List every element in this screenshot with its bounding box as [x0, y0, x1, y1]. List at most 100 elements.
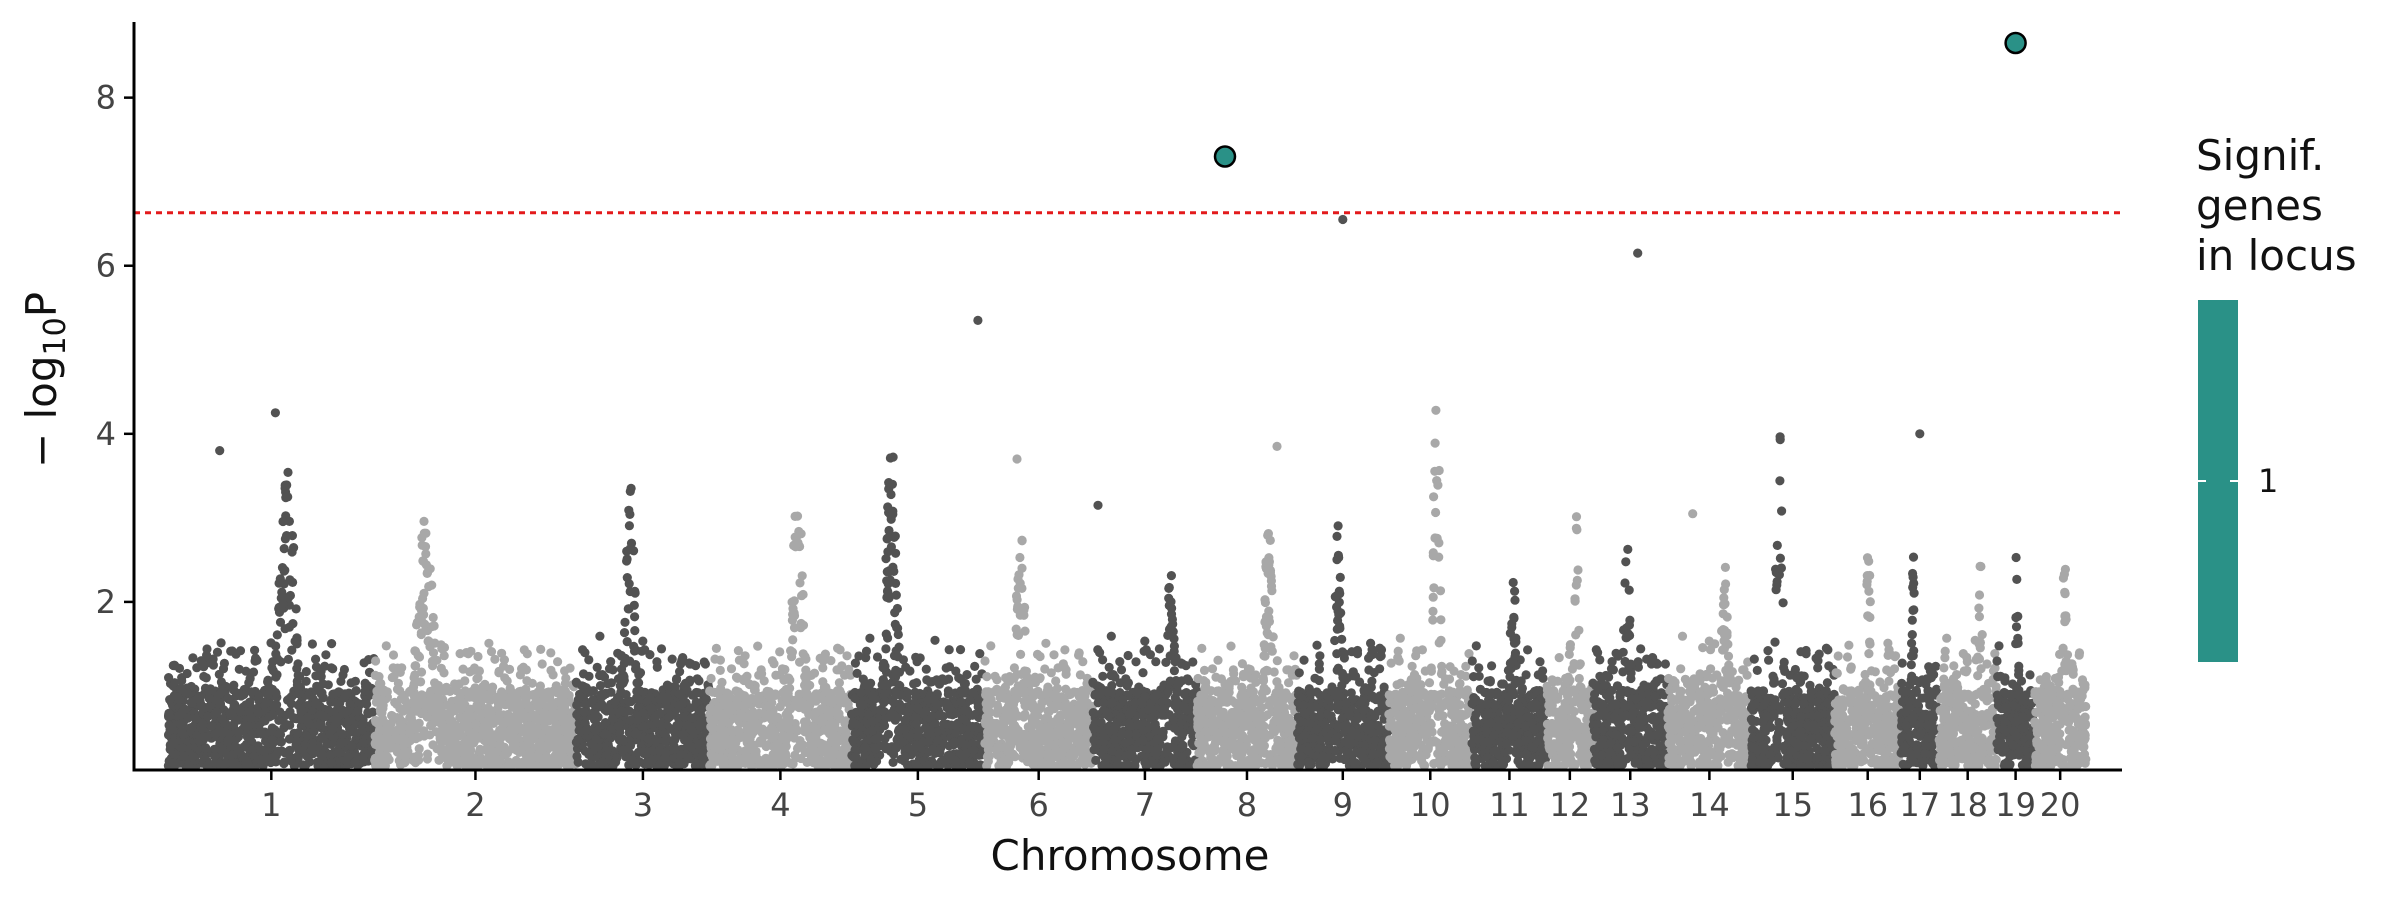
chr4-baseline-point: [823, 750, 833, 760]
chr4-baseline-point: [819, 696, 830, 706]
chr3-baseline-point: [645, 692, 655, 702]
chr2-baseline-point: [426, 720, 436, 731]
chr4-baseline-point: [780, 686, 790, 697]
chr1-baseline-point: [168, 758, 178, 768]
chr3-point: [691, 661, 701, 671]
chr1-point: [317, 732, 327, 742]
chr6-baseline-point: [1013, 725, 1023, 736]
chr1-point: [293, 659, 303, 669]
chr1-baseline-point: [264, 712, 274, 722]
chr1-point: [245, 674, 255, 684]
chr1-point: [320, 661, 330, 671]
chr4-baseline-point: [788, 759, 798, 769]
chr4-baseline-point: [794, 689, 804, 699]
chr4-baseline-point: [708, 705, 718, 716]
chr5-baseline-point: [868, 716, 878, 726]
chr2-baseline-point: [556, 702, 566, 712]
chr1-point: [295, 671, 305, 681]
chr1-baseline-point: [244, 707, 254, 717]
chr1-baseline-point: [334, 748, 344, 758]
chr2-point: [425, 564, 435, 574]
chr2-baseline-point: [452, 722, 462, 732]
chr7-point: [1131, 657, 1141, 667]
chr1-baseline-point: [297, 705, 307, 716]
chr3-baseline-point: [674, 719, 684, 729]
chr2-baseline-point: [452, 742, 462, 752]
chr4-point: [732, 673, 743, 683]
chr5-baseline-point: [911, 759, 921, 769]
chr5-baseline-point: [867, 690, 878, 701]
chr5-baseline-point: [900, 715, 910, 725]
chr4-point: [790, 511, 800, 521]
chr2-baseline-point: [517, 725, 527, 735]
chr5-baseline-point: [851, 719, 861, 730]
chr4-baseline-point: [800, 722, 810, 733]
chr3-baseline-point: [650, 713, 660, 723]
chr2-baseline-point: [407, 717, 417, 727]
chr1-point: [280, 624, 290, 634]
chr2-baseline-point: [487, 713, 497, 723]
chr1-baseline-point: [272, 700, 282, 710]
chr4-point: [790, 532, 800, 542]
chr1-point: [327, 639, 337, 649]
chr5-baseline-point: [879, 698, 889, 708]
chr2-baseline-point: [511, 734, 521, 744]
chr4-baseline-point: [762, 686, 772, 697]
chr5-point: [888, 452, 898, 462]
chr5-point: [891, 590, 901, 600]
chr5-baseline-point: [956, 686, 966, 696]
chr5-point: [892, 623, 902, 633]
chr3-baseline-point: [579, 707, 589, 717]
chr5-baseline-point: [965, 759, 975, 770]
chr1-point: [266, 638, 276, 648]
chr2-point: [553, 657, 563, 667]
chr5-baseline-point: [895, 704, 905, 714]
chr4-point: [818, 663, 828, 673]
chr1-baseline-point: [203, 711, 213, 722]
chr5-point: [891, 548, 901, 558]
chr1-baseline-point: [200, 743, 211, 754]
chr1-point: [273, 655, 283, 665]
chr5-point: [883, 633, 893, 643]
chr1-point: [283, 654, 293, 665]
chr1-point: [280, 480, 290, 490]
chr3-baseline-point: [686, 713, 696, 723]
chr4-baseline-point: [810, 724, 821, 734]
chr6-baseline-point: [1074, 728, 1084, 738]
chr7-point: [1169, 641, 1179, 651]
chr2-baseline-point: [524, 748, 535, 758]
chr2-point: [419, 516, 429, 527]
chr1-baseline-point: [347, 741, 357, 751]
chr5-baseline-point: [884, 712, 894, 722]
chr1-point: [219, 658, 229, 669]
chr4-point: [789, 623, 800, 633]
chr2-baseline-point: [405, 728, 415, 738]
chr1-point: [250, 645, 260, 655]
chr3-baseline-point: [584, 749, 594, 760]
chr1-baseline-point: [330, 714, 340, 725]
chr1-baseline-point: [267, 685, 277, 696]
chr4-point: [798, 589, 808, 600]
chr2-baseline-point: [475, 759, 485, 769]
chr6-baseline-point: [1004, 715, 1014, 725]
chr2-baseline-point: [548, 758, 558, 768]
chr5-point: [881, 644, 891, 654]
chr6-point: [1049, 650, 1059, 660]
chr2-point: [473, 651, 483, 662]
chr4-point: [798, 620, 809, 630]
chr6-baseline-point: [1040, 714, 1050, 724]
chr2-point: [421, 549, 431, 559]
chr1-point: [350, 676, 360, 686]
chr3-baseline-point: [572, 751, 582, 762]
chr1-point: [227, 646, 237, 656]
chr3-point: [638, 636, 648, 646]
chr1-baseline-point: [188, 752, 198, 762]
chr3-point: [620, 653, 630, 664]
chr4-baseline-point: [781, 697, 792, 707]
chr4-baseline-point: [755, 736, 766, 746]
chr7-point: [1095, 648, 1105, 658]
chr2-baseline-point: [535, 738, 545, 748]
chr1-point: [312, 757, 322, 767]
